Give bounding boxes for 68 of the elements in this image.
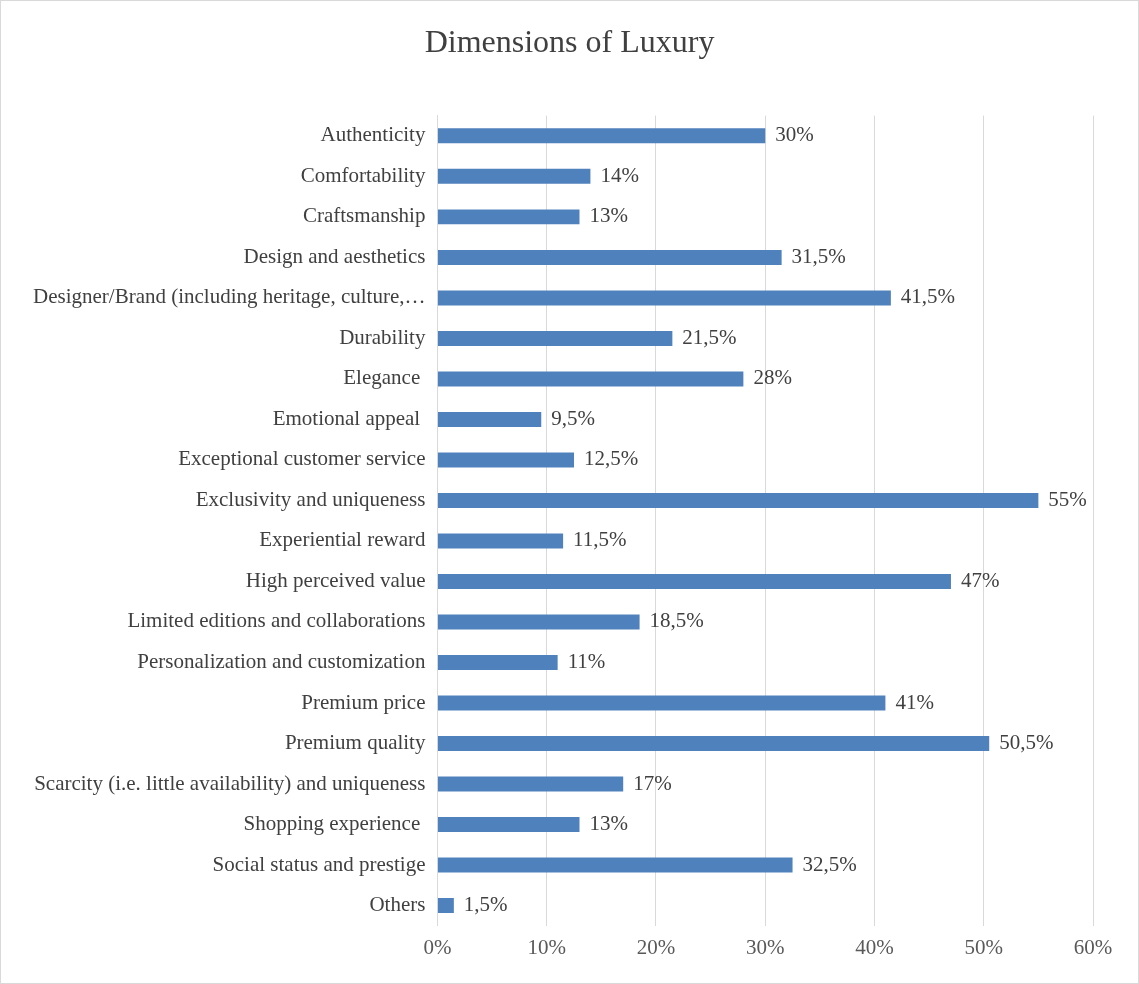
data-label: 17%: [633, 770, 672, 795]
bar: [437, 654, 558, 670]
data-label: 41%: [895, 689, 934, 714]
y-tick-label: Emotional appeal: [272, 405, 426, 430]
data-label: 11%: [567, 649, 606, 673]
data-label: 1,5%: [463, 892, 508, 917]
bar: [437, 492, 1039, 508]
bar: [437, 411, 542, 427]
y-tick-label: Authenticity: [320, 122, 426, 147]
y-tick-label: Scarcity (i.e. little availability) and uniqueness: [34, 770, 426, 795]
bar: [437, 330, 673, 346]
y-tick-label: Premium quality: [284, 730, 426, 755]
bar: [437, 857, 793, 873]
bar: [437, 128, 766, 144]
bar: [437, 290, 891, 306]
y-tick-label: Personalization and customization: [137, 649, 426, 673]
y-tick-label: Designer/Brand (including heritage, culture,…: [32, 284, 426, 309]
y-tick-label: Limited editions and collaborations: [127, 608, 426, 633]
y-tick-label: High perceived value: [245, 567, 426, 592]
data-label: 50,5%: [999, 730, 1054, 755]
x-tick-label: 0%: [423, 934, 452, 959]
data-label: 11,5%: [573, 527, 627, 552]
x-tick-label: 50%: [964, 934, 1003, 959]
bar: [437, 817, 580, 833]
data-label: 21,5%: [682, 324, 737, 349]
bar: [437, 736, 990, 751]
bar: [437, 371, 744, 387]
data-label: 13%: [589, 811, 628, 836]
bar: [437, 533, 564, 549]
bar: [437, 573, 951, 589]
y-tick-label: Comfortability: [300, 162, 426, 187]
y-tick-label: Social status and prestige: [212, 851, 426, 876]
x-tick-label: 60%: [1073, 934, 1113, 959]
data-label: 55%: [1048, 486, 1087, 511]
data-label: 28%: [753, 365, 792, 390]
data-label: 41,5%: [900, 284, 956, 309]
y-tick-label: Elegance: [343, 365, 426, 390]
data-label: 13%: [589, 203, 628, 228]
x-tick-label: 10%: [527, 934, 566, 959]
data-label: 32,5%: [802, 851, 857, 876]
data-label: 30%: [775, 122, 814, 147]
y-tick-label: Design and aesthetics: [243, 243, 426, 268]
x-tick-label: 20%: [636, 934, 676, 959]
data-label: 14%: [600, 162, 639, 187]
bar: [437, 776, 624, 792]
data-label: 18,5%: [649, 608, 704, 633]
y-tick-label: Craftsmanship: [302, 203, 426, 228]
y-tick-label: Durability: [339, 324, 426, 349]
bar: [437, 898, 454, 914]
bar: [437, 695, 886, 711]
y-tick-label: Others: [369, 892, 426, 917]
y-tick-label: Experiential reward: [259, 527, 426, 552]
bar: [437, 452, 575, 468]
bar: [437, 168, 591, 184]
bar: [437, 249, 782, 265]
y-tick-label: Exceptional customer service: [178, 446, 426, 471]
bar: [437, 614, 640, 630]
bar: [437, 209, 580, 225]
chart-title: Dimensions of Luxury: [423, 23, 716, 60]
data-label: 47%: [960, 567, 1000, 592]
data-label: 9,5%: [551, 405, 595, 430]
x-tick-label: 40%: [855, 934, 894, 959]
x-tick-label: 30%: [745, 934, 785, 959]
data-label: 12,5%: [584, 446, 639, 471]
y-tick-label: Exclusivity and uniqueness: [195, 486, 426, 511]
data-label: 31,5%: [791, 243, 846, 268]
y-tick-label: Shopping experience: [243, 811, 426, 836]
y-tick-label: Premium price: [301, 689, 426, 714]
